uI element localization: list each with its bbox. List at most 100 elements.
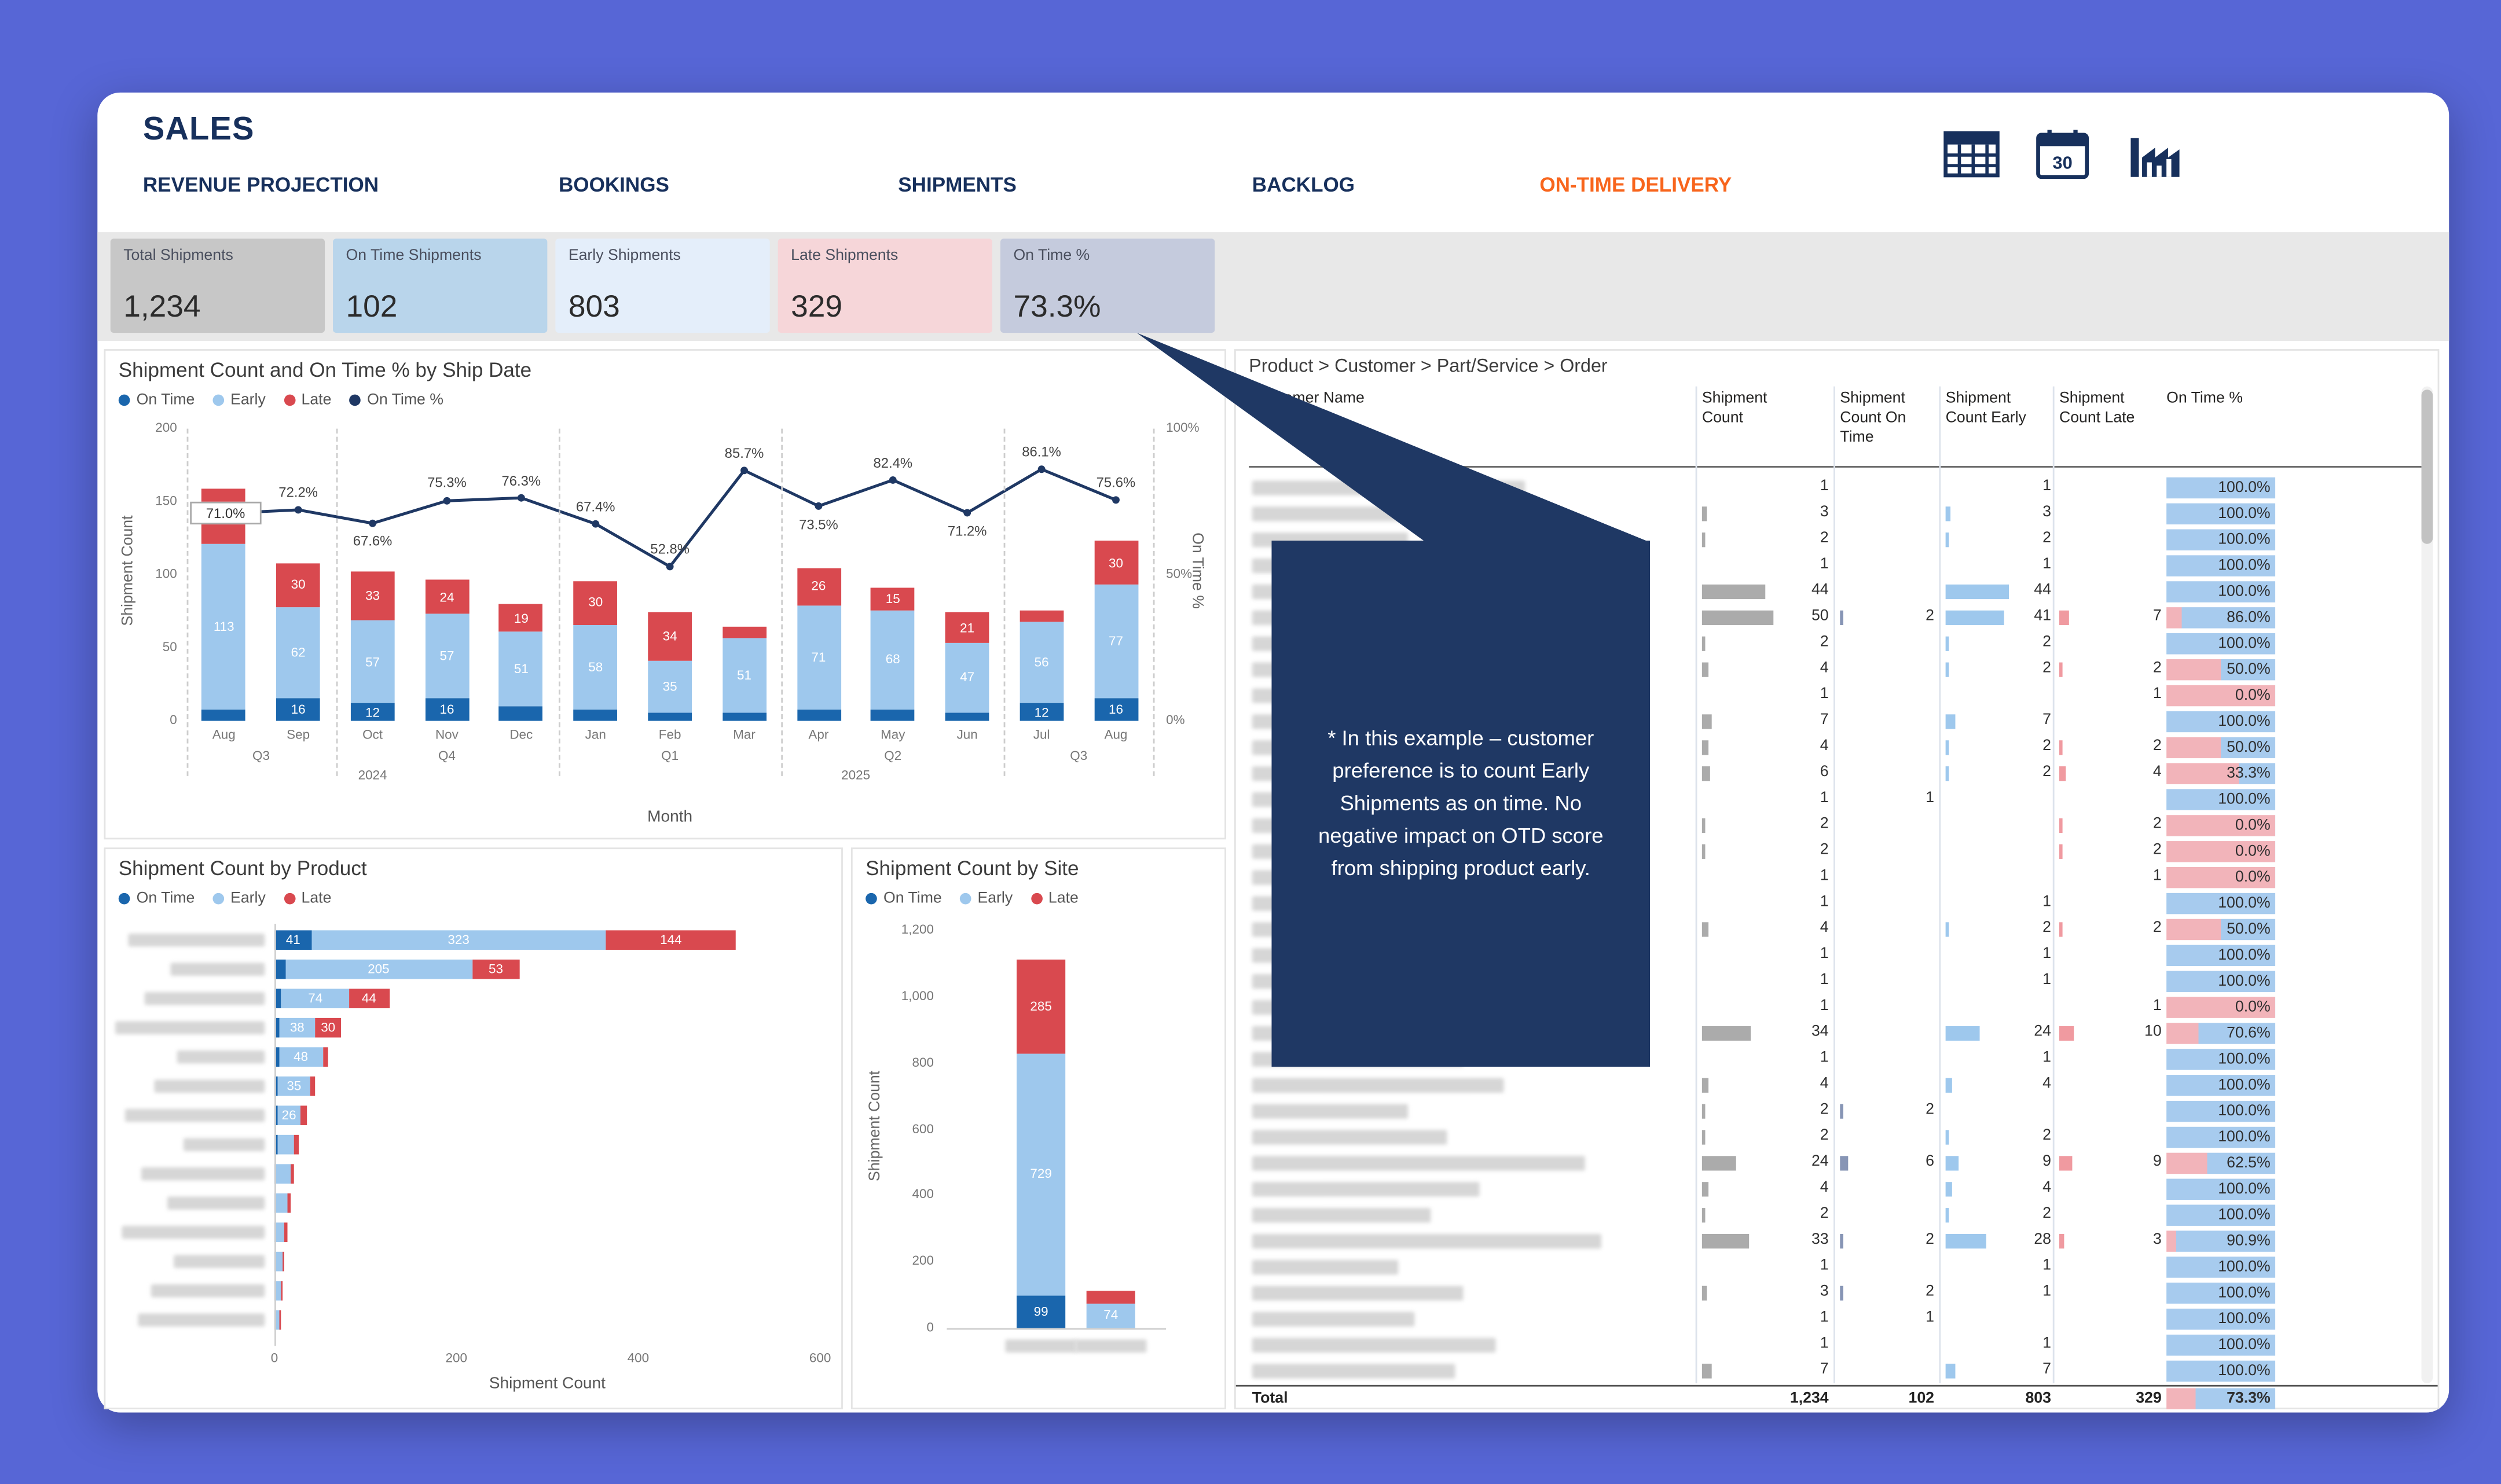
bar-segment-late[interactable]: 144 <box>605 930 737 950</box>
legend-item-on-time[interactable]: On Time <box>866 890 942 908</box>
column-nov-3[interactable]: 16 57 24 <box>425 579 469 721</box>
column-apr-8[interactable]: 71 26 <box>797 567 841 721</box>
line-point[interactable] <box>1112 496 1120 504</box>
bar-segment-on_time[interactable] <box>201 709 246 721</box>
table-row[interactable]: 7 7 100.0% <box>1236 1357 2438 1383</box>
bar-segment-late[interactable]: 285 <box>1017 959 1066 1054</box>
product-bar-5[interactable]: 35 <box>274 1076 315 1096</box>
bar-segment-late[interactable] <box>287 1193 290 1213</box>
kpi-card-late-shipments[interactable]: Late Shipments 329 <box>778 238 992 333</box>
bar-segment-on_time[interactable] <box>722 712 767 721</box>
bar-segment-on_time[interactable]: 12 <box>1020 703 1064 721</box>
bar-segment-late[interactable] <box>284 1222 287 1242</box>
column-jan-5[interactable]: 58 30 <box>573 581 618 721</box>
col-header-shipment-count-early[interactable]: Shipment Count Early <box>1945 390 2026 427</box>
factory-icon[interactable] <box>2124 128 2186 181</box>
column-dec-4[interactable]: 51 19 <box>499 604 544 721</box>
line-point[interactable] <box>294 506 302 514</box>
bar-segment-on_time[interactable]: 16 <box>1094 697 1138 721</box>
bar-segment-early[interactable]: 113 <box>201 544 246 710</box>
bar-segment-late[interactable] <box>1020 609 1064 622</box>
tab-revenue-projection[interactable]: REVENUE PROJECTION <box>142 174 379 197</box>
table-row[interactable]: 2 2 100.0% <box>1236 1202 2438 1228</box>
bar-segment-early[interactable]: 77 <box>1094 585 1138 698</box>
line-point[interactable] <box>740 466 748 475</box>
bar-segment-on_time[interactable] <box>797 709 841 721</box>
col-header-on-time[interactable]: On Time % <box>2166 390 2243 408</box>
column-jun-10[interactable]: 47 21 <box>945 612 989 721</box>
col-header-shipment-count-on-time[interactable]: Shipment Count On Time <box>1840 390 1906 446</box>
bar-segment-on_time[interactable] <box>573 709 618 721</box>
bar-segment-early[interactable]: 26 <box>277 1105 301 1125</box>
product-bar-4[interactable]: 48 <box>274 1047 328 1067</box>
line-point[interactable] <box>889 476 897 484</box>
table-icon[interactable] <box>1942 128 2001 181</box>
bar-segment-late[interactable] <box>1086 1290 1135 1304</box>
bar-segment-on_time[interactable]: 12 <box>350 703 395 721</box>
bar-segment-early[interactable] <box>275 1281 281 1301</box>
table-row[interactable]: 4 4 100.0% <box>1236 1176 2438 1202</box>
table-row[interactable]: 33 2 28 3 90.9% <box>1236 1228 2438 1254</box>
bar-segment-early[interactable] <box>276 1193 288 1213</box>
table-row[interactable]: 2 2 100.0% <box>1236 1097 2438 1123</box>
bar-segment-late[interactable]: 30 <box>573 581 618 625</box>
column-may-9[interactable]: 68 15 <box>871 587 915 721</box>
kpi-card-total-shipments[interactable]: Total Shipments 1,234 <box>110 238 325 333</box>
column-oct-2[interactable]: 12 57 33 <box>350 572 395 721</box>
column-mar-7[interactable]: 51 <box>722 627 767 721</box>
kpi-card-early-shipments[interactable]: Early Shipments 803 <box>555 238 770 333</box>
bar-segment-late[interactable]: 44 <box>349 989 389 1009</box>
bar-segment-late[interactable]: 26 <box>797 567 841 606</box>
legend-item-early[interactable]: Early <box>212 391 266 409</box>
product-bar-8[interactable] <box>274 1164 294 1184</box>
bar-segment-early[interactable] <box>275 1251 283 1272</box>
bar-segment-late[interactable]: 30 <box>276 563 321 607</box>
product-bar-6[interactable]: 26 <box>274 1105 307 1125</box>
table-row[interactable]: 3 2 1 100.0% <box>1236 1279 2438 1305</box>
line-point[interactable] <box>1037 465 1046 473</box>
bar-segment-early[interactable]: 205 <box>285 959 472 979</box>
product-bar-9[interactable] <box>274 1193 290 1213</box>
bar-segment-early[interactable]: 74 <box>281 989 349 1009</box>
kpi-card-on-time[interactable]: On Time % 73.3% <box>1000 238 1215 333</box>
legend-item-late[interactable]: Late <box>283 391 331 409</box>
product-bar-2[interactable]: 74 44 <box>274 989 389 1009</box>
tab-bookings[interactable]: BOOKINGS <box>558 174 669 197</box>
bar-segment-early[interactable]: 51 <box>499 631 544 707</box>
bar-segment-on_time[interactable]: 41 <box>274 930 312 950</box>
calendar-icon[interactable]: 30 <box>2033 128 2092 181</box>
product-bar-0[interactable]: 41 323 144 <box>274 930 737 950</box>
bar-segment-late[interactable] <box>289 1164 294 1184</box>
bar-segment-late[interactable]: 53 <box>471 959 520 979</box>
col-header-shipment-count[interactable]: Shipment Count <box>1701 390 1767 427</box>
legend-item-on-time[interactable]: On Time <box>118 890 195 908</box>
bar-segment-early[interactable]: 35 <box>278 1076 310 1096</box>
table-row[interactable]: 24 6 9 9 62.5% <box>1236 1149 2438 1176</box>
bar-segment-late[interactable]: 19 <box>499 604 544 632</box>
bar-segment-early[interactable]: 35 <box>648 661 692 712</box>
bar-segment-late[interactable] <box>300 1105 307 1125</box>
col-header-customer-name[interactable]: Customer Name <box>1252 390 1365 408</box>
bar-segment-on_time[interactable] <box>274 989 282 1009</box>
legend-item-on-time[interactable]: On Time <box>118 391 195 409</box>
bar-segment-early[interactable]: 38 <box>280 1018 315 1038</box>
line-point[interactable] <box>369 519 377 527</box>
bar-segment-early[interactable]: 68 <box>871 609 915 710</box>
bar-segment-early[interactable]: 57 <box>425 614 469 698</box>
product-bar-7[interactable] <box>274 1134 298 1155</box>
table-row[interactable]: 2 2 100.0% <box>1236 1123 2438 1149</box>
product-bar-3[interactable]: 38 30 <box>274 1018 342 1038</box>
bar-segment-on_time[interactable] <box>871 709 915 721</box>
bar-segment-early[interactable]: 323 <box>311 930 606 950</box>
bar-segment-late[interactable] <box>722 627 767 638</box>
bar-segment-late[interactable]: 34 <box>648 611 692 662</box>
bar-segment-early[interactable]: 62 <box>276 607 321 698</box>
table-row[interactable]: 1 1 100.0% <box>1236 1254 2438 1280</box>
bar-segment-late[interactable]: 24 <box>425 579 469 615</box>
bar-segment-late[interactable] <box>280 1310 281 1330</box>
legend-item-early[interactable]: Early <box>959 890 1013 908</box>
bar-segment-early[interactable]: 71 <box>797 605 841 710</box>
bar-segment-early[interactable] <box>275 1310 280 1330</box>
bar-segment-on_time[interactable] <box>945 712 989 721</box>
bar-segment-on_time[interactable] <box>274 959 285 979</box>
